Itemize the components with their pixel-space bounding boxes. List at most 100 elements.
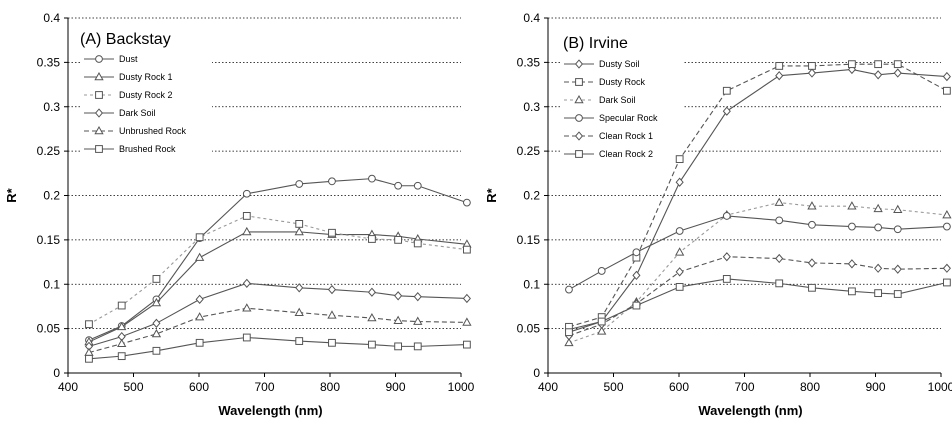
y-tick-label: 0.35 <box>517 55 541 69</box>
data-point <box>774 197 784 206</box>
series-dark-soil <box>84 278 471 352</box>
data-point <box>85 354 93 363</box>
legend-swatch-marker <box>575 150 583 158</box>
panel-title: (A) Backstay <box>80 31 171 48</box>
y-tick-label: 0.4 <box>523 11 540 25</box>
x-tick-label: 400 <box>538 380 558 394</box>
y-tick-label: 0.3 <box>523 100 540 114</box>
legend-swatch-marker <box>94 125 104 135</box>
data-point <box>675 155 684 164</box>
legend-entry: Dusty Rock 1 <box>84 71 173 82</box>
data-point <box>462 340 471 349</box>
legend-entry: Dusty Rock 2 <box>84 90 173 100</box>
data-point <box>807 258 817 268</box>
data-point <box>874 289 883 298</box>
data-point <box>117 321 127 331</box>
y-tick-label: 0 <box>53 366 60 380</box>
legend-label: Dusty Rock <box>599 77 646 87</box>
data-point <box>117 338 127 348</box>
data-point <box>195 294 204 304</box>
legend-label: Unbrushed Rock <box>119 126 187 136</box>
y-tick-label: 0.1 <box>43 277 60 291</box>
x-tick-label: 600 <box>189 380 209 394</box>
data-point <box>413 316 423 325</box>
x-tick-label: 700 <box>734 380 754 394</box>
data-point <box>328 177 336 186</box>
data-point <box>152 275 161 283</box>
y-tick-label: 0.2 <box>523 189 540 203</box>
data-point <box>775 279 784 288</box>
legend-label: Brushed Rock <box>119 144 176 154</box>
data-point <box>328 338 336 347</box>
data-point <box>152 346 161 355</box>
y-tick-label: 0.05 <box>517 322 541 336</box>
data-point <box>675 247 685 256</box>
legend-label: Dusty Rock 1 <box>119 72 173 82</box>
legend-entry: Dusty Soil <box>564 59 640 69</box>
data-point <box>242 303 252 312</box>
data-point <box>295 283 304 293</box>
legend-label: Dark Soil <box>599 95 636 105</box>
x-tick-label: 700 <box>254 380 274 394</box>
data-point <box>195 233 204 242</box>
y-axis-label: R* <box>4 187 19 202</box>
data-point <box>394 181 403 190</box>
data-point <box>85 320 93 329</box>
data-point <box>722 212 731 220</box>
data-point <box>632 301 641 310</box>
data-point <box>462 293 471 304</box>
data-point <box>413 239 422 248</box>
legend-label: Specular Rock <box>599 113 658 123</box>
data-point <box>462 245 471 254</box>
legend-background <box>560 50 684 166</box>
data-point <box>564 337 574 347</box>
data-point <box>413 342 422 351</box>
data-point <box>294 307 304 316</box>
y-tick-label: 0.15 <box>37 233 61 247</box>
x-tick-label: 600 <box>669 380 689 394</box>
x-axis-label: Wavelength (nm) <box>698 403 802 418</box>
legend-entry: Dust <box>84 54 138 64</box>
data-point <box>893 60 902 69</box>
data-point <box>117 352 126 361</box>
data-point <box>775 253 784 264</box>
data-point <box>874 263 883 273</box>
data-point <box>722 252 731 262</box>
data-point <box>632 270 641 281</box>
title-background <box>80 22 212 52</box>
y-tick-label: 0.05 <box>37 322 61 336</box>
legend-swatch-marker <box>574 94 584 104</box>
series-brushed-rock <box>85 333 471 363</box>
data-point <box>893 68 902 78</box>
data-point <box>807 201 817 210</box>
series-dark-soil <box>564 197 952 347</box>
data-point <box>807 68 817 78</box>
data-point <box>367 312 377 322</box>
data-point <box>675 283 684 291</box>
data-point <box>942 210 952 219</box>
data-point <box>565 328 573 337</box>
legend-label: Dusty Soil <box>599 59 640 69</box>
series-specular-rock <box>565 212 951 294</box>
data-point <box>597 267 606 275</box>
legend-label: Clean Rock 2 <box>599 149 653 159</box>
data-point <box>295 180 304 188</box>
data-point <box>597 317 606 326</box>
legend-entry: Dark Soil <box>84 108 156 118</box>
data-point <box>413 292 422 302</box>
y-tick-label: 0 <box>533 366 540 380</box>
data-point <box>367 287 376 297</box>
legend-entry: Clean Rock 2 <box>564 149 653 159</box>
data-point <box>775 62 784 70</box>
data-point <box>462 317 472 326</box>
data-point <box>242 278 251 289</box>
legend-label: Clean Rock 1 <box>599 131 653 141</box>
data-point <box>328 228 336 237</box>
data-point <box>368 235 376 243</box>
data-point <box>942 278 951 287</box>
panel-title: (B) Irvine <box>563 35 628 52</box>
chart-panel-2: 0 0.05 0.1 0.15 0.2 0.25 0.3 0.35 0.4 400 500 600 70… <box>484 11 952 418</box>
data-point <box>295 337 304 345</box>
legend-swatch-marker <box>95 55 103 63</box>
